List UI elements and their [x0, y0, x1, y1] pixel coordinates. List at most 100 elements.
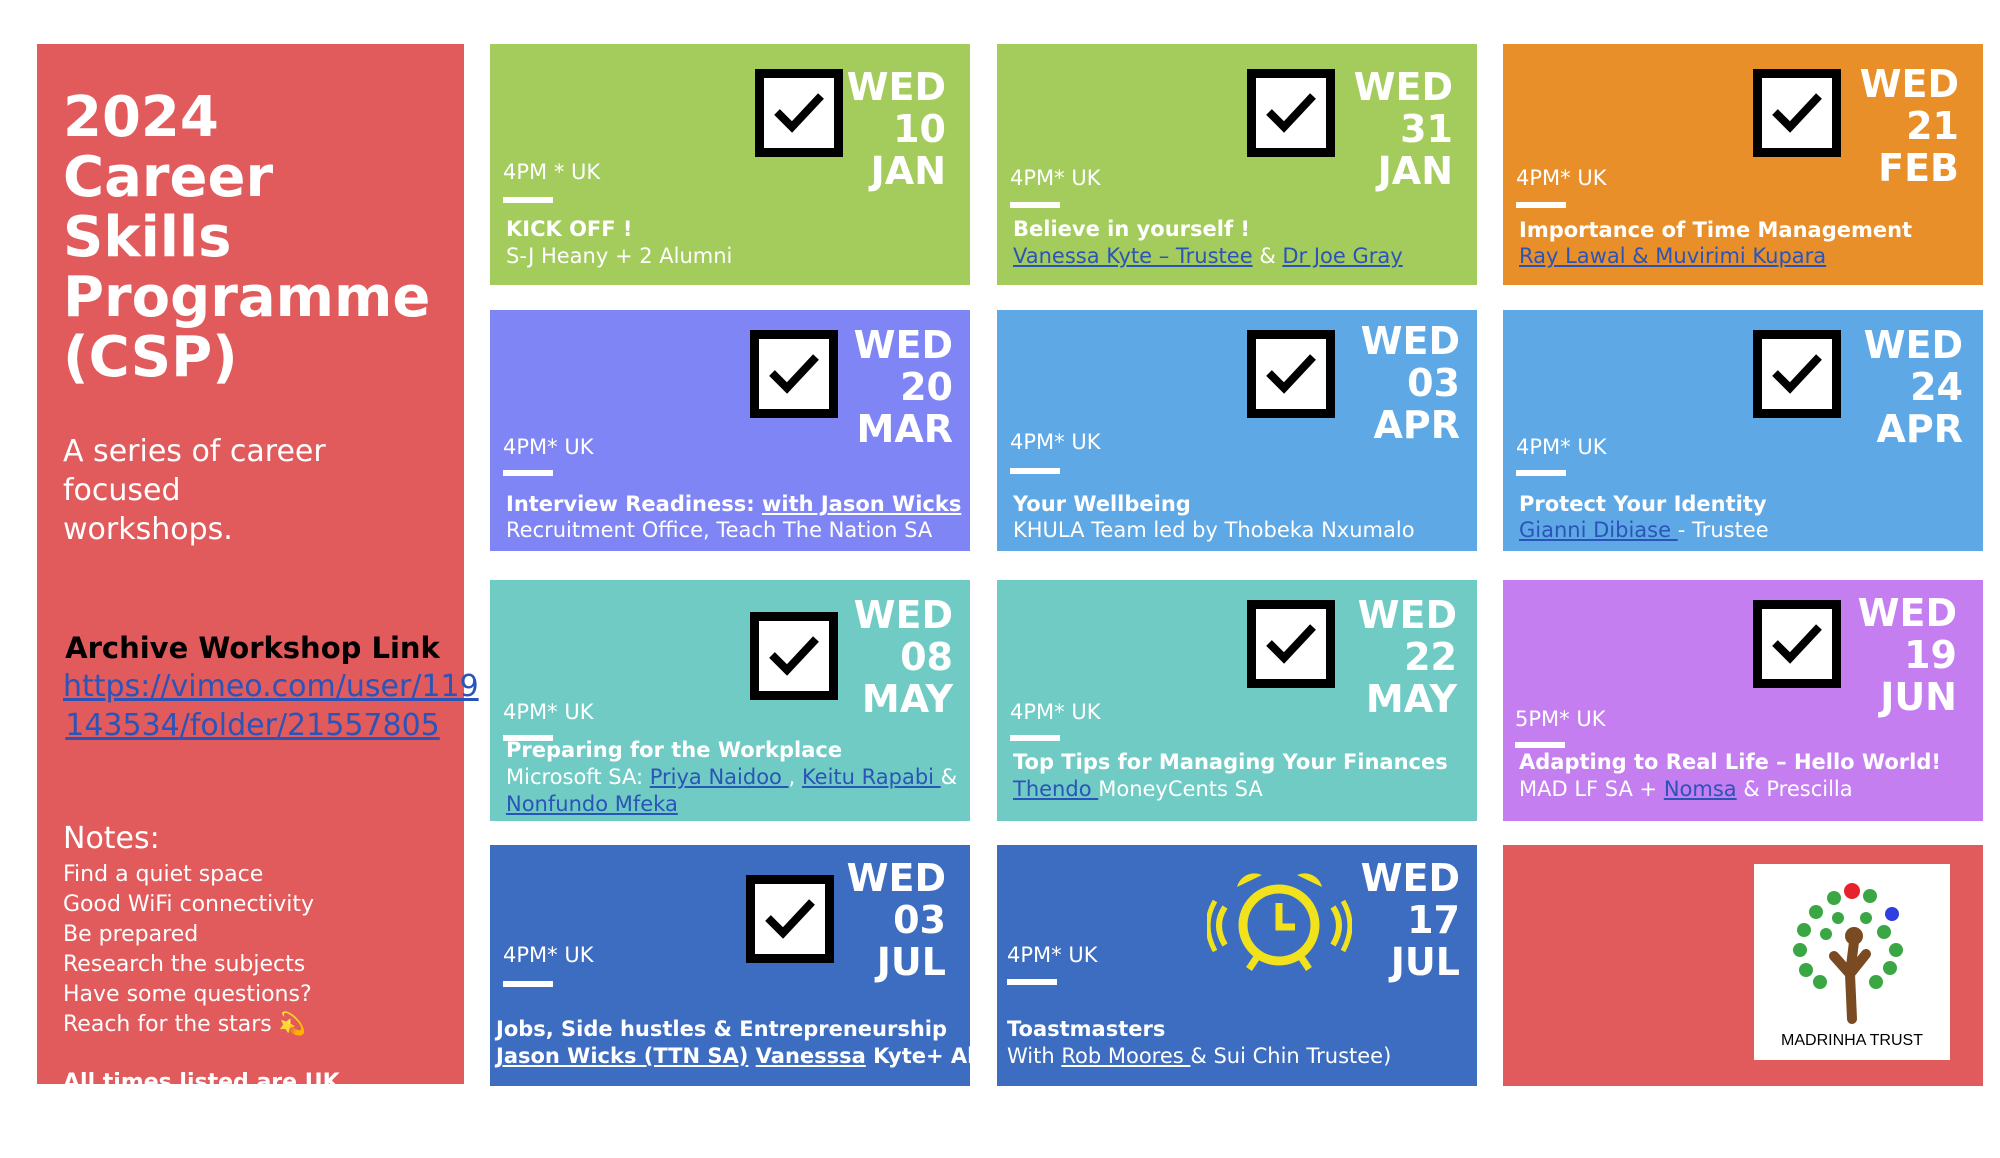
card-date: WED 03 JUL: [846, 856, 946, 984]
archive-link-line[interactable]: 143534/folder/21557805: [65, 708, 440, 743]
sidebar-panel: 2024 Career Skills Programme (CSP) A ser…: [37, 44, 479, 1155]
notes-list: Find a quiet space Good WiFi connectivit…: [63, 860, 442, 1040]
info-list: All times listed are UK All workshops ar…: [63, 1068, 442, 1158]
workshop-card-24-apr: WED 24 APR 4PM* UK Protect Your Identity G…: [1503, 310, 1983, 551]
card-date: WED 31 JAN: [1353, 65, 1453, 193]
card-title: Top Tips for Managing Your Finances: [1013, 750, 1448, 774]
programme-subtitle: A series of career focused workshops.: [63, 432, 442, 549]
card-date: WED 24 APR: [1863, 323, 1963, 451]
card-time: 4PM* UK: [1010, 166, 1101, 190]
title-line: Programme: [63, 265, 431, 330]
checkbox-checked-icon: [755, 69, 843, 157]
card-date: WED 10 JAN: [846, 65, 946, 193]
card-speakers: KHULA Team led by Thobeka Nxumalo: [1013, 518, 1415, 542]
card-speakers: Microsoft SA: Priya Naidoo , Keitu Rapab…: [506, 765, 958, 789]
card-speakers: Recruitment Office, Teach The Nation SA: [506, 518, 933, 542]
workshop-card-10-jan: WED 10 JAN 4PM * UK KICK OFF ! S-J Heany +…: [490, 44, 970, 285]
speaker-link[interactable]: Vanessa Kyte – Trustee: [1013, 244, 1253, 268]
archive-link-line[interactable]: https://vimeo.com/user/119: [63, 669, 479, 704]
speaker-link[interactable]: with Jason Wicks: [761, 492, 962, 516]
card-time: 4PM* UK: [1007, 943, 1098, 967]
workshop-card-08-may: WED 08 MAY 4PM* UK Preparing for the Workp…: [490, 580, 970, 821]
title-line: Skills: [63, 205, 232, 270]
speaker-link[interactable]: Keitu Rapabi: [801, 765, 941, 789]
card-divider: [1007, 979, 1057, 985]
tree-people-icon: [1793, 883, 1903, 1024]
card-divider: [1010, 735, 1060, 741]
speaker-link[interactable]: Vanesssa: [755, 1044, 866, 1068]
card-title: Protect Your Identity: [1519, 492, 1767, 516]
checkbox-checked-icon: [750, 612, 838, 700]
info-item: All times listed are UK: [63, 1070, 340, 1095]
notes-title: Notes:: [63, 821, 160, 856]
speaker-link[interactable]: Ray Lawal: [1519, 244, 1626, 268]
speaker-link[interactable]: Nonfundo Mfeka: [506, 792, 678, 816]
info-item: All workshops are on Zoom: [63, 1100, 400, 1125]
workshop-card-17-jul: WED 17 JUL 4PM* UK Toastmasters With Rob M…: [997, 845, 1477, 1086]
card-title: Jobs, Side hustles & Entrepreneurship: [496, 1017, 948, 1041]
card-divider: [1010, 468, 1060, 474]
card-time: 5PM* UK: [1515, 707, 1606, 731]
card-title: Believe in yourself !: [1013, 217, 1250, 241]
card-divider: [1516, 202, 1566, 208]
card-title: KICK OFF !: [506, 217, 633, 241]
card-time: 4PM * UK: [503, 160, 601, 184]
card-speakers-line2: Nonfundo Mfeka: [506, 792, 678, 816]
card-divider: [1516, 470, 1566, 476]
card-speakers: Jason Wicks (TTN SA) Vanesssa Kyte+ Alum…: [496, 1044, 1034, 1068]
card-title: Interview Readiness: with Jason Wicks: [506, 492, 962, 516]
speaker-link[interactable]: Jason Wicks (TTN SA): [496, 1044, 749, 1068]
card-time: 4PM* UK: [1516, 166, 1607, 190]
checkbox-checked-icon: [1247, 600, 1335, 688]
card-time: 4PM* UK: [503, 943, 594, 967]
note-item: Be prepared: [63, 922, 199, 947]
speaker-link[interactable]: Gianni Dibiase: [1519, 518, 1678, 542]
card-date: WED 17 JUL: [1360, 856, 1460, 984]
card-divider: [1515, 742, 1565, 748]
subtitle-line: A series of career focused: [63, 434, 326, 508]
workshop-card-03-apr: WED 03 APR 4PM* UK Your Wellbeing KHULA Te…: [997, 310, 1477, 551]
card-date: WED 08 MAY: [853, 593, 953, 721]
card-speakers: With Rob Moores & Sui Chin Trustee): [1007, 1044, 1392, 1068]
speaker-link[interactable]: Priya Naidoo: [649, 765, 789, 789]
card-title: Preparing for the Workplace: [506, 738, 843, 762]
note-item: Reach for the stars 💫: [63, 1012, 307, 1037]
card-divider: [503, 981, 553, 987]
checkbox-checked-icon: [1753, 330, 1841, 418]
title-line: 2024 Career: [63, 85, 274, 210]
card-date: WED 21 FEB: [1859, 62, 1959, 190]
note-item: Have some questions?: [63, 982, 312, 1007]
speaker-link[interactable]: Rob Moores: [1061, 1044, 1191, 1068]
archive-link[interactable]: https://vimeo.com/user/119 143534/folder…: [63, 667, 479, 745]
checkbox-checked-icon: [1753, 69, 1841, 157]
card-speakers: Vanessa Kyte – Trustee & Dr Joe Gray: [1013, 244, 1403, 268]
checkbox-checked-icon: [1753, 600, 1841, 688]
programme-title: 2024 Career Skills Programme (CSP): [63, 88, 442, 388]
speaker-link[interactable]: Nomsa: [1663, 777, 1737, 801]
title-line: (CSP): [63, 325, 238, 390]
madrinha-trust-logo: MADRINHA TRUST: [1754, 864, 1950, 1060]
card-speakers: MAD LF SA + Nomsa & Prescilla: [1519, 777, 1853, 801]
card-title: Toastmasters: [1007, 1017, 1166, 1041]
card-divider: [503, 197, 553, 203]
workshop-card-31-jan: WED 31 JAN 4PM* UK Believe in yourself ! V…: [997, 44, 1477, 285]
card-date: WED 03 APR: [1360, 319, 1460, 447]
speaker-link[interactable]: Dr Joe Gray: [1282, 244, 1403, 268]
card-date: WED 19 JUN: [1857, 591, 1957, 719]
card-time: 4PM* UK: [1010, 430, 1101, 454]
card-time: 4PM* UK: [503, 435, 594, 459]
speaker-link[interactable]: Thendo: [1013, 777, 1099, 801]
note-item: Good WiFi connectivity: [63, 892, 315, 917]
card-speakers: Ray Lawal & Muvirimi Kupara: [1519, 244, 1826, 268]
note-item: Research the subjects: [63, 952, 306, 977]
card-date: WED 22 MAY: [1357, 593, 1457, 721]
checkbox-checked-icon: [746, 875, 834, 963]
note-item: Find a quiet space: [63, 862, 264, 887]
card-date: WED 20 MAR: [853, 323, 953, 451]
card-speakers: S-J Heany + 2 Alumni: [506, 244, 733, 268]
speaker-link[interactable]: & Muvirimi Kupara: [1625, 244, 1827, 268]
logo-text: MADRINHA TRUST: [1781, 1032, 1923, 1049]
checkbox-checked-icon: [1247, 69, 1335, 157]
card-divider: [503, 470, 553, 476]
card-time: 4PM* UK: [503, 700, 594, 724]
